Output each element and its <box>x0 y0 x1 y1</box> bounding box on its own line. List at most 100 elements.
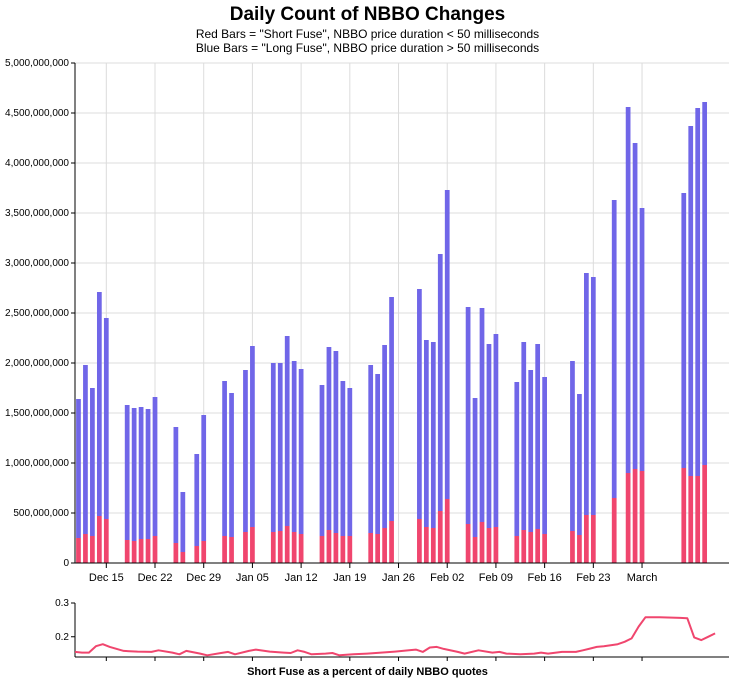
short-fuse-bar <box>83 534 88 563</box>
short-fuse-bar <box>222 536 227 563</box>
short-fuse-bar <box>243 532 248 563</box>
short-fuse-bar <box>479 522 485 563</box>
long-fuse-bar <box>90 388 95 536</box>
long-fuse-bar <box>625 107 631 473</box>
short-fuse-bar <box>138 539 144 563</box>
short-fuse-bar <box>277 531 283 563</box>
short-fuse-bar <box>681 468 687 563</box>
short-fuse-bar <box>103 519 109 563</box>
short-fuse-bar <box>521 530 527 563</box>
long-fuse-bar <box>243 370 248 532</box>
short-fuse-bar <box>465 524 471 563</box>
long-fuse-bar <box>375 374 381 534</box>
short-fuse-bar <box>194 546 200 563</box>
long-fuse-bar <box>368 365 374 533</box>
long-fuse-bar <box>695 108 701 476</box>
short-fuse-bar <box>590 515 596 563</box>
long-fuse-bar <box>639 208 645 471</box>
long-fuse-bar <box>535 344 541 529</box>
short-fuse-bar <box>542 534 547 563</box>
long-fuse-bar <box>340 381 346 536</box>
short-fuse-bar <box>472 537 478 563</box>
long-fuse-bar <box>611 200 617 498</box>
long-fuse-bar <box>277 363 283 531</box>
long-fuse-bar <box>284 336 290 526</box>
short-fuse-bar <box>639 471 645 563</box>
short-fuse-bar <box>368 533 374 563</box>
short-fuse-bar <box>577 535 582 563</box>
long-fuse-bar <box>570 361 575 531</box>
short-fuse-bar <box>423 527 429 563</box>
long-fuse-bar <box>76 399 81 538</box>
long-fuse-bar <box>152 397 158 536</box>
long-fuse-bar <box>83 365 88 534</box>
short-fuse-bar <box>417 519 422 563</box>
long-fuse-bar <box>514 382 520 536</box>
long-fuse-bar <box>437 254 443 511</box>
y-tick-label: 3,500,000,000 <box>5 208 69 219</box>
short-fuse-bar <box>291 532 297 563</box>
short-fuse-bar <box>688 476 694 563</box>
long-fuse-bar <box>472 398 478 537</box>
x-tick-label: Feb 16 <box>528 572 562 584</box>
short-fuse-bar <box>270 532 276 563</box>
long-fuse-bar <box>632 143 638 469</box>
long-fuse-bar <box>479 308 485 522</box>
long-fuse-bar <box>681 193 687 468</box>
long-fuse-bar <box>173 427 179 543</box>
y-tick-label: 500,000,000 <box>13 508 69 519</box>
long-fuse-bar <box>688 126 694 476</box>
short-fuse-bar <box>611 498 617 563</box>
chart-title: Daily Count of NBBO Changes <box>229 4 506 25</box>
long-fuse-bar <box>590 277 596 515</box>
long-fuse-bar <box>465 307 471 524</box>
main-axes: 0 500,000,000 1,000,000,000 1,500,000,000 2,… <box>5 58 729 584</box>
short-fuse-bar <box>340 536 346 563</box>
long-fuse-bar <box>222 381 227 536</box>
short-fuse-bar <box>444 499 450 563</box>
short-fuse-bar <box>430 528 436 563</box>
long-fuse-bar <box>298 369 304 534</box>
long-fuse-bar <box>528 370 534 532</box>
long-fuse-bar <box>417 289 422 519</box>
long-fuse-bar <box>577 394 582 535</box>
bar-series <box>76 102 708 563</box>
long-fuse-bar <box>145 409 151 539</box>
long-fuse-bar <box>103 318 109 519</box>
short-fuse-bar <box>124 540 130 563</box>
x-tick-label: Dec 15 <box>89 572 124 584</box>
short-fuse-percent-line <box>74 616 716 657</box>
long-fuse-bar <box>486 344 492 528</box>
bottom-panel-label: Short Fuse as a percent of daily NBBO qu… <box>247 666 488 678</box>
short-fuse-bar <box>375 534 381 563</box>
long-fuse-bar <box>180 492 186 552</box>
chart-subtitle-blue: Blue Bars = "Long Fuse", NBBO price dura… <box>195 41 540 55</box>
long-fuse-bar <box>319 385 325 536</box>
x-tick-label: Dec 29 <box>186 572 221 584</box>
bottom-y-tick-label: 0.2 <box>55 632 69 643</box>
long-fuse-bar <box>702 102 708 465</box>
chart-subtitle-red: Red Bars = "Short Fuse", NBBO price dura… <box>195 27 540 41</box>
x-tick-label: Feb 23 <box>576 572 610 584</box>
short-fuse-percent-panel: 0.2 0.3 <box>55 598 729 661</box>
y-tick-label: 3,000,000,000 <box>5 258 69 269</box>
short-fuse-bar <box>319 536 325 563</box>
short-fuse-bar <box>76 538 81 563</box>
long-fuse-bar <box>124 405 130 540</box>
short-fuse-bar <box>298 534 304 563</box>
short-fuse-bar <box>152 536 158 563</box>
short-fuse-bar <box>493 527 499 563</box>
short-fuse-bar <box>570 531 575 563</box>
main-gridlines <box>75 62 729 564</box>
short-fuse-bar <box>535 529 541 563</box>
long-fuse-bar <box>201 415 207 541</box>
short-fuse-bar <box>96 516 102 563</box>
short-fuse-bar <box>284 526 290 563</box>
y-tick-label: 5,000,000,000 <box>5 58 69 69</box>
short-fuse-bar <box>347 536 353 563</box>
short-fuse-bar <box>229 537 234 563</box>
long-fuse-bar <box>131 408 137 541</box>
y-tick-label: 1,000,000,000 <box>5 458 69 469</box>
x-tick-label: Jan 05 <box>236 572 269 584</box>
